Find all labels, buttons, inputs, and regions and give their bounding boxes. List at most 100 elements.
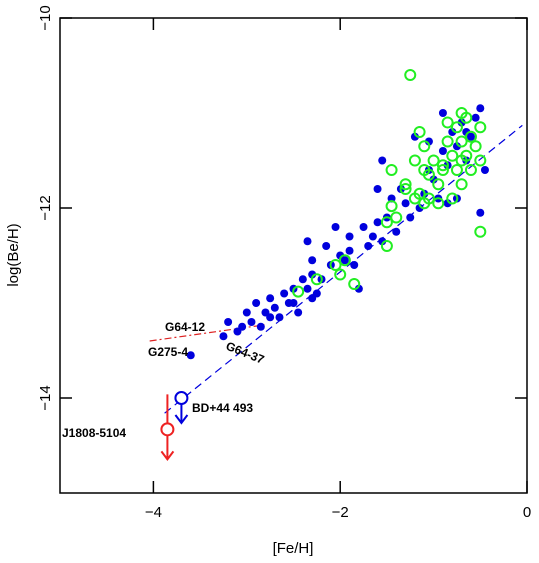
data-point xyxy=(334,268,347,281)
data-point xyxy=(308,256,317,265)
data-point xyxy=(443,199,452,208)
plot-frame xyxy=(59,17,528,494)
data-point xyxy=(378,237,387,246)
data-point xyxy=(242,308,251,317)
data-point xyxy=(266,294,275,303)
data-point xyxy=(303,284,312,293)
data-point xyxy=(289,299,298,307)
data-point xyxy=(404,69,417,81)
data-point xyxy=(457,118,466,127)
data-point xyxy=(476,208,485,217)
data-point xyxy=(380,240,393,252)
data-point xyxy=(474,121,487,134)
y-tick-label: −14 xyxy=(37,385,54,410)
y-tick-label: −12 xyxy=(37,195,54,220)
data-point xyxy=(298,275,307,284)
data-point xyxy=(322,242,331,250)
y-tick-label: −10 xyxy=(37,5,54,30)
data-point xyxy=(427,154,440,167)
data-point xyxy=(436,159,449,172)
data-point xyxy=(350,261,359,269)
data-point xyxy=(270,303,279,312)
data-point xyxy=(408,154,421,167)
data-point xyxy=(446,149,459,162)
data-point xyxy=(392,227,401,236)
data-point xyxy=(378,156,387,165)
limit-arrowhead xyxy=(174,414,189,425)
data-point xyxy=(308,294,317,303)
data-point xyxy=(399,178,412,191)
point-label: J1808-5104 xyxy=(62,426,126,440)
data-point xyxy=(450,121,463,134)
annotation: G64-37 xyxy=(224,339,267,367)
data-point xyxy=(380,216,393,229)
data-point xyxy=(294,308,303,317)
data-point xyxy=(373,185,382,193)
data-point xyxy=(186,351,195,360)
data-point xyxy=(422,192,435,205)
data-point xyxy=(464,164,477,176)
data-point xyxy=(308,270,317,279)
fit-line xyxy=(164,124,523,414)
x-tick-label: −2 xyxy=(332,504,349,521)
data-point xyxy=(455,178,468,191)
data-point xyxy=(438,109,447,117)
data-point xyxy=(219,332,228,341)
data-point xyxy=(266,313,275,322)
data-point xyxy=(401,199,410,208)
data-point xyxy=(399,183,412,195)
data-point xyxy=(174,391,189,405)
data-point xyxy=(385,200,398,213)
data-point xyxy=(452,142,461,151)
data-point xyxy=(455,135,468,148)
data-point xyxy=(464,130,477,143)
data-point xyxy=(233,327,242,336)
data-point xyxy=(247,318,256,326)
data-point xyxy=(310,273,323,286)
data-point xyxy=(256,322,265,331)
data-point xyxy=(390,211,403,224)
data-point xyxy=(422,168,435,181)
data-point xyxy=(476,104,485,113)
limit-arrowhead xyxy=(160,450,175,462)
point-label: BD+44 493 xyxy=(192,401,253,415)
data-point xyxy=(373,218,382,227)
data-point xyxy=(450,164,463,176)
data-point xyxy=(354,284,363,293)
data-point xyxy=(410,132,419,141)
data-point xyxy=(432,197,445,210)
data-point xyxy=(471,113,480,122)
data-point xyxy=(432,178,445,191)
data-point xyxy=(480,166,489,174)
data-point xyxy=(348,278,361,290)
data-point xyxy=(359,223,368,231)
data-point xyxy=(345,232,354,241)
data-point xyxy=(460,111,473,124)
data-point xyxy=(469,140,482,153)
data-point xyxy=(424,137,433,146)
data-point xyxy=(448,128,457,136)
data-point xyxy=(385,164,398,176)
data-point xyxy=(455,154,468,167)
data-point xyxy=(441,116,454,129)
data-point xyxy=(413,126,426,138)
annotation: G64-12 xyxy=(165,320,205,334)
x-tick-label: −4 xyxy=(145,504,162,521)
annotation: G275-4 xyxy=(148,345,188,359)
data-point xyxy=(338,254,351,267)
data-point xyxy=(280,289,289,298)
data-point xyxy=(364,242,373,250)
data-point xyxy=(292,285,305,298)
data-point xyxy=(224,318,233,326)
data-point xyxy=(345,246,354,255)
y-axis-label: log(Be/H) xyxy=(5,223,22,286)
data-point xyxy=(408,192,421,205)
data-point xyxy=(160,422,175,437)
data-point xyxy=(329,259,342,271)
data-point xyxy=(275,313,284,322)
data-point xyxy=(429,175,438,184)
data-point xyxy=(438,147,447,155)
x-tick-label: 0 xyxy=(523,504,531,521)
data-point xyxy=(462,128,471,136)
